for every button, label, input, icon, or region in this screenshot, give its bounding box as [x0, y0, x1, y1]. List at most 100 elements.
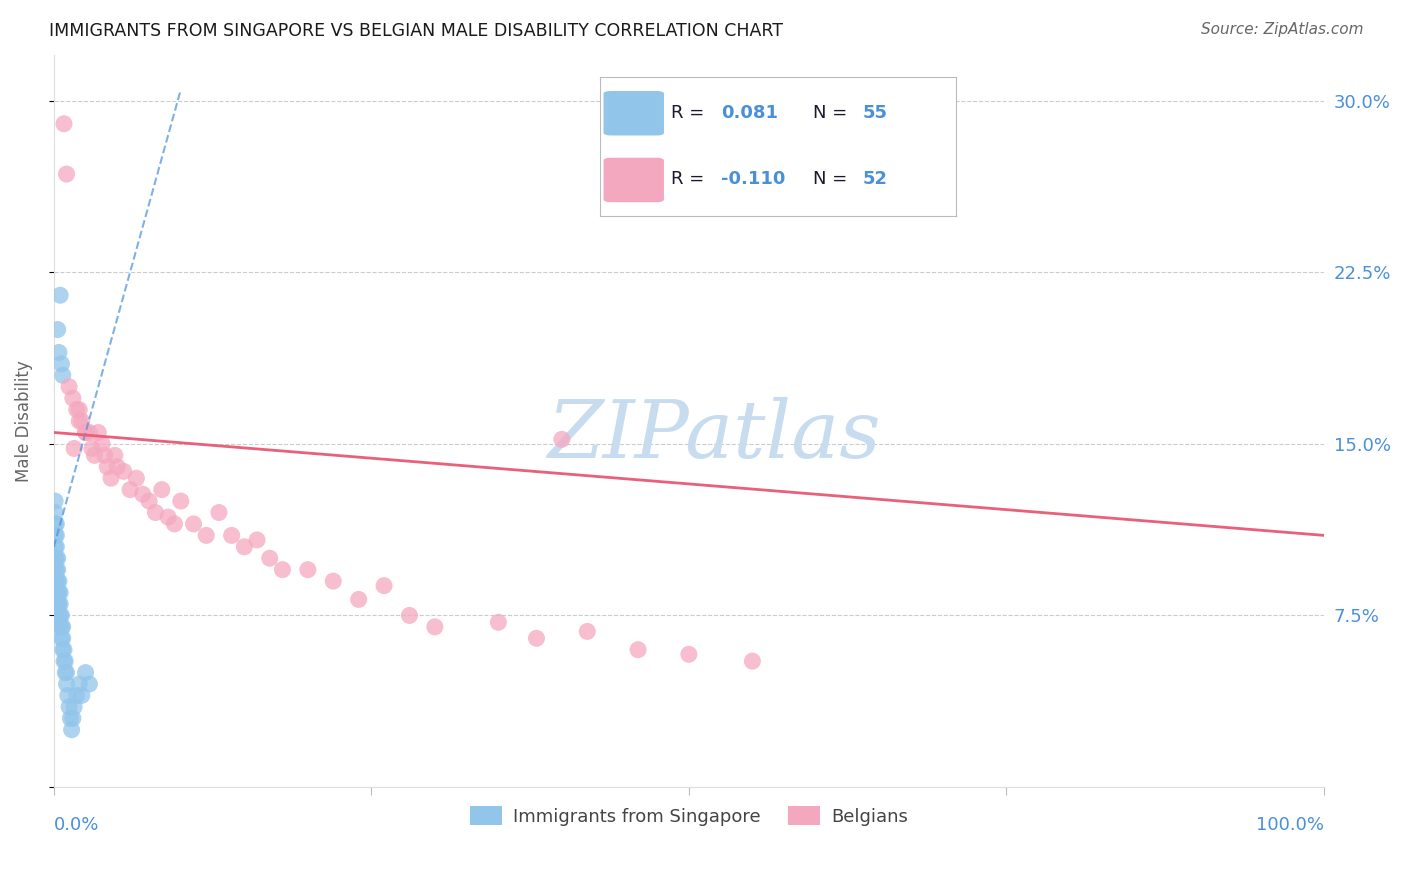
Point	[49, 608, 72, 623]
Point	[373, 579, 395, 593]
Point	[46, 563, 69, 577]
Y-axis label: Male Disability: Male Disability	[15, 360, 32, 482]
Point	[55, 665, 77, 680]
Point	[347, 592, 370, 607]
Point	[150, 483, 173, 497]
Point	[526, 632, 548, 646]
Point	[58, 699, 80, 714]
Point	[46, 322, 69, 336]
Point	[100, 471, 122, 485]
Point	[45, 574, 67, 588]
Point	[91, 437, 114, 451]
Point	[49, 597, 72, 611]
Point	[221, 528, 243, 542]
Point	[67, 414, 90, 428]
Point	[145, 506, 167, 520]
Point	[48, 574, 70, 588]
Point	[423, 620, 446, 634]
Point	[45, 563, 67, 577]
Point	[486, 615, 509, 630]
Point	[118, 483, 141, 497]
Point	[44, 494, 66, 508]
Point	[66, 689, 89, 703]
Point	[96, 459, 118, 474]
Point	[44, 540, 66, 554]
Point	[208, 506, 231, 520]
Point	[51, 357, 73, 371]
Point	[112, 464, 135, 478]
Point	[62, 711, 84, 725]
Point	[45, 551, 67, 566]
Point	[183, 516, 205, 531]
Point	[105, 459, 128, 474]
Point	[163, 516, 186, 531]
Point	[44, 516, 66, 531]
Point	[125, 471, 148, 485]
Point	[75, 425, 97, 440]
Point	[157, 510, 180, 524]
Point	[79, 677, 101, 691]
Point	[576, 624, 599, 639]
Point	[55, 167, 77, 181]
Point	[53, 654, 76, 668]
Point	[52, 620, 75, 634]
Point	[70, 689, 93, 703]
Point	[48, 608, 70, 623]
Text: Source: ZipAtlas.com: Source: ZipAtlas.com	[1201, 22, 1364, 37]
Point	[83, 448, 105, 462]
Point	[66, 402, 89, 417]
Point	[56, 689, 79, 703]
Point	[45, 516, 67, 531]
Point	[48, 345, 70, 359]
Point	[93, 448, 115, 462]
Point	[678, 648, 700, 662]
Point	[80, 442, 103, 456]
Point	[49, 288, 72, 302]
Point	[63, 442, 86, 456]
Point	[398, 608, 420, 623]
Point	[53, 665, 76, 680]
Point	[52, 368, 75, 383]
Point	[104, 448, 127, 462]
Point	[246, 533, 269, 547]
Point	[741, 654, 763, 668]
Point	[46, 597, 69, 611]
Point	[45, 585, 67, 599]
Point	[44, 551, 66, 566]
Point	[46, 551, 69, 566]
Point	[67, 402, 90, 417]
Point	[53, 654, 76, 668]
Point	[46, 574, 69, 588]
Point	[79, 425, 101, 440]
Point	[132, 487, 155, 501]
Point	[87, 425, 110, 440]
Point	[170, 494, 193, 508]
Point	[49, 620, 72, 634]
Point	[52, 632, 75, 646]
Point	[45, 540, 67, 554]
Point	[259, 551, 281, 566]
Point	[62, 391, 84, 405]
Text: 100.0%: 100.0%	[1256, 816, 1324, 834]
Point	[322, 574, 344, 588]
Point	[44, 528, 66, 542]
Point	[45, 528, 67, 542]
Point	[67, 677, 90, 691]
Text: ZIPatlas: ZIPatlas	[547, 397, 882, 475]
Point	[271, 563, 294, 577]
Point	[51, 632, 73, 646]
Point	[52, 642, 75, 657]
Legend: Immigrants from Singapore, Belgians: Immigrants from Singapore, Belgians	[463, 799, 915, 833]
Point	[44, 506, 66, 520]
Point	[75, 425, 97, 440]
Point	[46, 585, 69, 599]
Point	[138, 494, 160, 508]
Point	[63, 699, 86, 714]
Point	[195, 528, 218, 542]
Point	[60, 723, 83, 737]
Point	[48, 585, 70, 599]
Point	[551, 433, 574, 447]
Point	[75, 665, 97, 680]
Text: 0.0%: 0.0%	[53, 816, 100, 834]
Point	[59, 711, 82, 725]
